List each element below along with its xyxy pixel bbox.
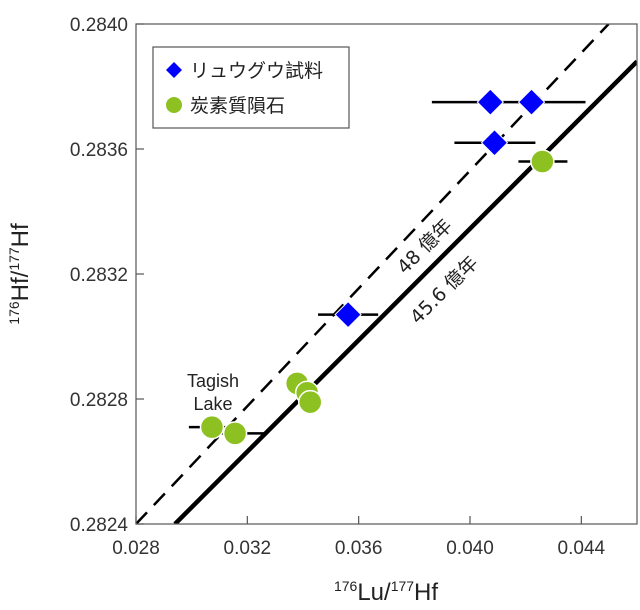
y-tick-label: 0.2840 bbox=[70, 15, 128, 36]
circle-marker bbox=[530, 149, 555, 174]
error-bars bbox=[188, 100, 586, 435]
annotation-line-1: Tagish bbox=[187, 371, 239, 391]
x-axis-ticks: 0.028 0.032 0.036 0.040 0.044 bbox=[112, 516, 606, 559]
data-points bbox=[199, 88, 555, 446]
diamond-marker bbox=[476, 88, 505, 116]
annotation-line-2: Lake bbox=[193, 394, 232, 414]
diamond-marker bbox=[334, 300, 362, 329]
circle-icon bbox=[166, 97, 182, 113]
solid-isochron-line bbox=[173, 59, 637, 524]
y-tick-label: 0.2836 bbox=[70, 140, 128, 161]
y-tick-label: 0.2824 bbox=[70, 515, 129, 536]
circle-marker bbox=[222, 421, 248, 446]
x-tick-label: 0.044 bbox=[558, 538, 606, 559]
diamond-marker bbox=[517, 88, 546, 116]
legend-label-ryugu: リュウグウ試料 bbox=[190, 60, 323, 82]
x-tick-label: 0.028 bbox=[112, 538, 160, 559]
legend-box bbox=[152, 46, 350, 129]
line-label-48: 48 億年 bbox=[393, 215, 457, 279]
diamond-marker bbox=[480, 129, 509, 157]
legend-label-chondrite: 炭素質隕石 bbox=[190, 95, 285, 117]
legend: リュウグウ試料 炭素質隕石 bbox=[152, 46, 350, 129]
y-axis-label: 176Hf/177Hf bbox=[6, 223, 34, 325]
tagish-lake-annotation: Tagish Lake bbox=[187, 371, 239, 414]
x-tick-label: 0.036 bbox=[335, 538, 383, 559]
diamond-icon bbox=[166, 62, 182, 78]
y-tick-label: 0.2832 bbox=[70, 265, 128, 286]
circle-marker bbox=[199, 414, 225, 440]
y-tick-label: 0.2828 bbox=[70, 390, 128, 411]
x-axis-label: 176Lu/177Hf bbox=[334, 578, 438, 606]
circle-marker bbox=[297, 389, 323, 415]
y-axis-ticks: 0.2824 0.2828 0.2832 0.2836 0.2840 bbox=[70, 15, 144, 536]
x-tick-label: 0.040 bbox=[446, 538, 494, 559]
x-tick-label: 0.032 bbox=[224, 538, 272, 559]
